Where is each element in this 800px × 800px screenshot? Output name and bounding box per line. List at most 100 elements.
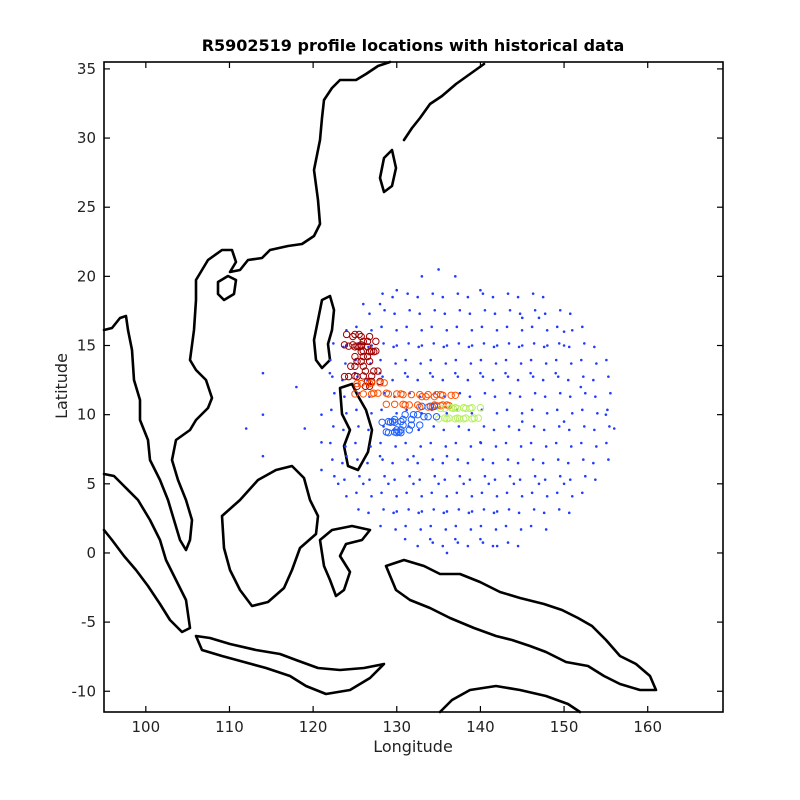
historical-point <box>482 425 486 428</box>
float-track-point <box>399 390 407 399</box>
float-track-point <box>349 341 357 349</box>
historical-point <box>394 445 397 448</box>
historical-point <box>531 458 535 461</box>
float-track-point <box>344 342 353 350</box>
float-track-point <box>378 418 386 426</box>
historical-point <box>492 345 496 349</box>
historical-point <box>507 425 511 428</box>
float-track-point <box>357 357 365 366</box>
historical-point <box>455 325 459 329</box>
historical-point <box>479 537 482 541</box>
historical-point <box>532 425 536 428</box>
historical-point <box>607 375 610 378</box>
float-track-point <box>418 392 426 401</box>
float-track-point <box>413 410 422 419</box>
historical-point <box>405 491 408 495</box>
y-tick-label: -5 <box>81 613 96 631</box>
historical-point <box>479 441 483 445</box>
historical-point <box>320 468 323 472</box>
historical-point <box>541 461 545 465</box>
historical-point <box>468 312 472 316</box>
historical-point <box>419 445 422 448</box>
historical-point <box>467 345 471 349</box>
historical-point <box>529 524 533 528</box>
historical-point <box>579 441 583 445</box>
historical-point <box>493 312 497 316</box>
historical-point <box>428 537 432 541</box>
historical-point <box>555 325 559 329</box>
historical-point <box>579 358 583 362</box>
historical-point <box>391 461 394 465</box>
historical-point <box>404 524 407 528</box>
float-track-point <box>390 400 399 408</box>
historical-point <box>393 312 396 316</box>
historical-point <box>494 445 498 448</box>
historical-point <box>532 508 536 511</box>
float-track-point <box>353 342 361 350</box>
historical-point <box>437 268 440 271</box>
plot-area <box>102 60 724 714</box>
x-axis-label: Longitude <box>373 737 453 756</box>
historical-point <box>529 371 532 375</box>
historical-point <box>466 295 470 299</box>
historical-point <box>433 308 437 312</box>
historical-point <box>466 461 470 465</box>
historical-point <box>432 425 436 428</box>
float-track-point <box>393 428 401 437</box>
historical-point <box>355 408 358 412</box>
historical-point <box>392 511 395 515</box>
historical-point <box>467 428 471 432</box>
historical-point <box>433 474 437 478</box>
historical-point <box>462 482 465 486</box>
historical-point <box>468 478 472 481</box>
float-track-point <box>430 402 439 411</box>
historical-point <box>529 358 533 362</box>
float-track-point <box>359 352 368 361</box>
historical-point <box>595 362 598 365</box>
historical-point <box>429 524 433 528</box>
float-track-point <box>372 337 380 346</box>
historical-point <box>378 302 382 306</box>
historical-point <box>543 395 547 398</box>
historical-point <box>408 308 411 312</box>
float-track-point <box>363 352 372 361</box>
historical-point <box>367 345 370 349</box>
historical-point <box>395 494 398 498</box>
float-track-point <box>353 379 361 388</box>
historical-point <box>383 474 386 478</box>
historical-point <box>557 508 561 511</box>
historical-point <box>491 295 495 299</box>
y-tick-label: 30 <box>77 129 96 147</box>
historical-point <box>458 474 462 478</box>
historical-point <box>329 358 332 362</box>
historical-point <box>362 302 365 306</box>
historical-point <box>343 478 346 481</box>
historical-point <box>355 325 358 329</box>
float-track-point <box>407 421 416 429</box>
historical-point <box>445 344 449 347</box>
historical-point <box>454 358 458 362</box>
float-track-point <box>374 389 382 397</box>
historical-point <box>467 511 471 515</box>
float-track-point <box>397 428 405 437</box>
historical-point <box>429 441 433 445</box>
x-tick-label: 120 <box>299 718 328 736</box>
historical-point <box>355 491 358 495</box>
historical-point <box>404 441 407 445</box>
historical-point <box>429 358 433 362</box>
historical-point <box>416 378 419 382</box>
float-track-point <box>351 330 359 339</box>
historical-point <box>594 478 597 481</box>
historical-point <box>483 474 487 478</box>
historical-point <box>482 342 486 345</box>
historical-point <box>382 508 385 511</box>
historical-point <box>381 458 384 461</box>
float-track-point <box>405 426 414 434</box>
historical-point <box>584 474 587 478</box>
historical-point <box>519 445 523 448</box>
y-axis-ticks: -10 -5 0 5 10 15 20 25 30 35 <box>72 60 723 700</box>
historical-point <box>542 511 546 515</box>
historical-point <box>583 342 586 345</box>
historical-point <box>519 362 523 365</box>
historical-point <box>530 325 534 329</box>
